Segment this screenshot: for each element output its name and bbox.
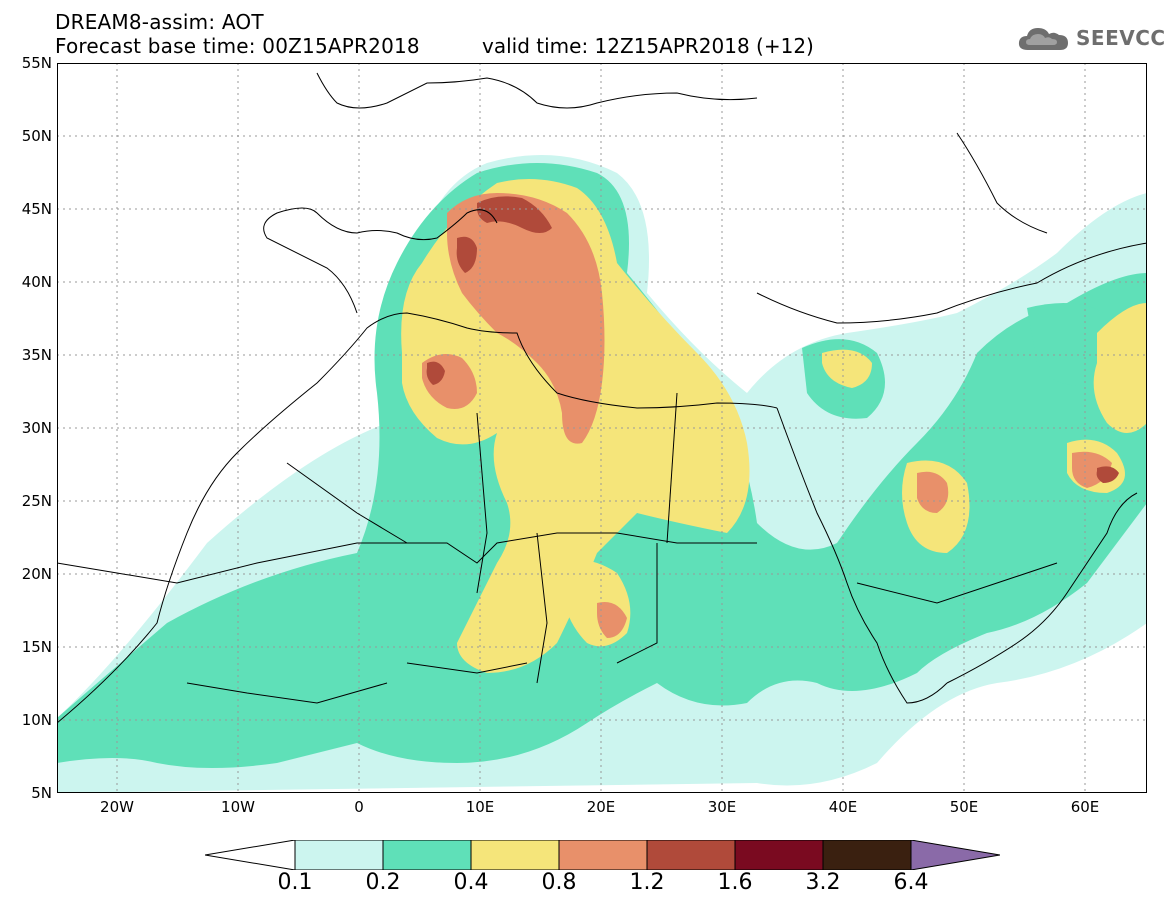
colorbar-under-arrow xyxy=(205,840,296,870)
map-area xyxy=(57,63,1147,793)
colorbar-bin-3 xyxy=(470,840,560,870)
lat-label-20n: 20N xyxy=(21,565,52,583)
colorbar-label-1-6: 1.6 xyxy=(717,870,753,895)
seevccc-logo: SEEVCCC xyxy=(1016,24,1165,54)
colorbar-label-0-8: 0.8 xyxy=(541,870,577,895)
lon-label-50e: 50E xyxy=(949,798,979,816)
lon-label-20w: 20W xyxy=(100,798,134,816)
colorbar-bin-4 xyxy=(558,840,648,870)
lat-label-10n: 10N xyxy=(21,711,52,729)
cloud-icon xyxy=(1018,28,1068,50)
colorbar-label-0-4: 0.4 xyxy=(453,870,489,895)
colorbar-bin-6 xyxy=(734,840,824,870)
colorbar-bin-1 xyxy=(294,840,384,870)
colorbar-label-1-2: 1.2 xyxy=(629,870,665,895)
colorbar-label-0-2: 0.2 xyxy=(365,870,401,895)
logo-text: SEEVCCC xyxy=(1076,26,1165,50)
lon-label-60e: 60E xyxy=(1070,798,1100,816)
colorbar-over-arrow xyxy=(910,840,1000,870)
lat-label-55n: 55N xyxy=(21,54,52,72)
aot-map xyxy=(57,63,1147,793)
graticule xyxy=(57,63,1147,793)
lat-label-50n: 50N xyxy=(21,127,52,145)
lon-label-30e: 30E xyxy=(707,798,737,816)
lat-label-25n: 25N xyxy=(21,492,52,510)
lat-label-30n: 30N xyxy=(21,419,52,437)
colorbar-label-0-1: 0.1 xyxy=(277,870,313,895)
lon-label-0: 0 xyxy=(354,798,364,816)
lat-label-15n: 15N xyxy=(21,638,52,656)
lat-label-45n: 45N xyxy=(21,200,52,218)
lat-label-40n: 40N xyxy=(21,273,52,291)
aot-field-0-8 xyxy=(422,193,1112,638)
colorbar-label-6-4: 6.4 xyxy=(893,870,929,895)
colorbar-label-3-2: 3.2 xyxy=(805,870,841,895)
aot-field-1-2 xyxy=(426,196,1119,483)
colorbar xyxy=(205,840,1000,870)
colorbar-bin-2 xyxy=(382,840,472,870)
colorbar-bin-7 xyxy=(822,840,912,870)
lon-label-40e: 40E xyxy=(828,798,858,816)
coastlines xyxy=(57,72,1147,724)
valid-time: valid time: 12Z15APR2018 (+12) xyxy=(482,34,814,58)
lon-label-10e: 10E xyxy=(465,798,495,816)
colorbar-bin-5 xyxy=(646,840,736,870)
lat-label-5n: 5N xyxy=(31,784,52,802)
map-title: DREAM8-assim: AOT xyxy=(55,10,264,34)
lon-label-20e: 20E xyxy=(586,798,616,816)
forecast-base-time: Forecast base time: 00Z15APR2018 xyxy=(55,34,420,58)
lon-label-10w: 10W xyxy=(221,798,255,816)
lat-label-35n: 35N xyxy=(21,346,52,364)
